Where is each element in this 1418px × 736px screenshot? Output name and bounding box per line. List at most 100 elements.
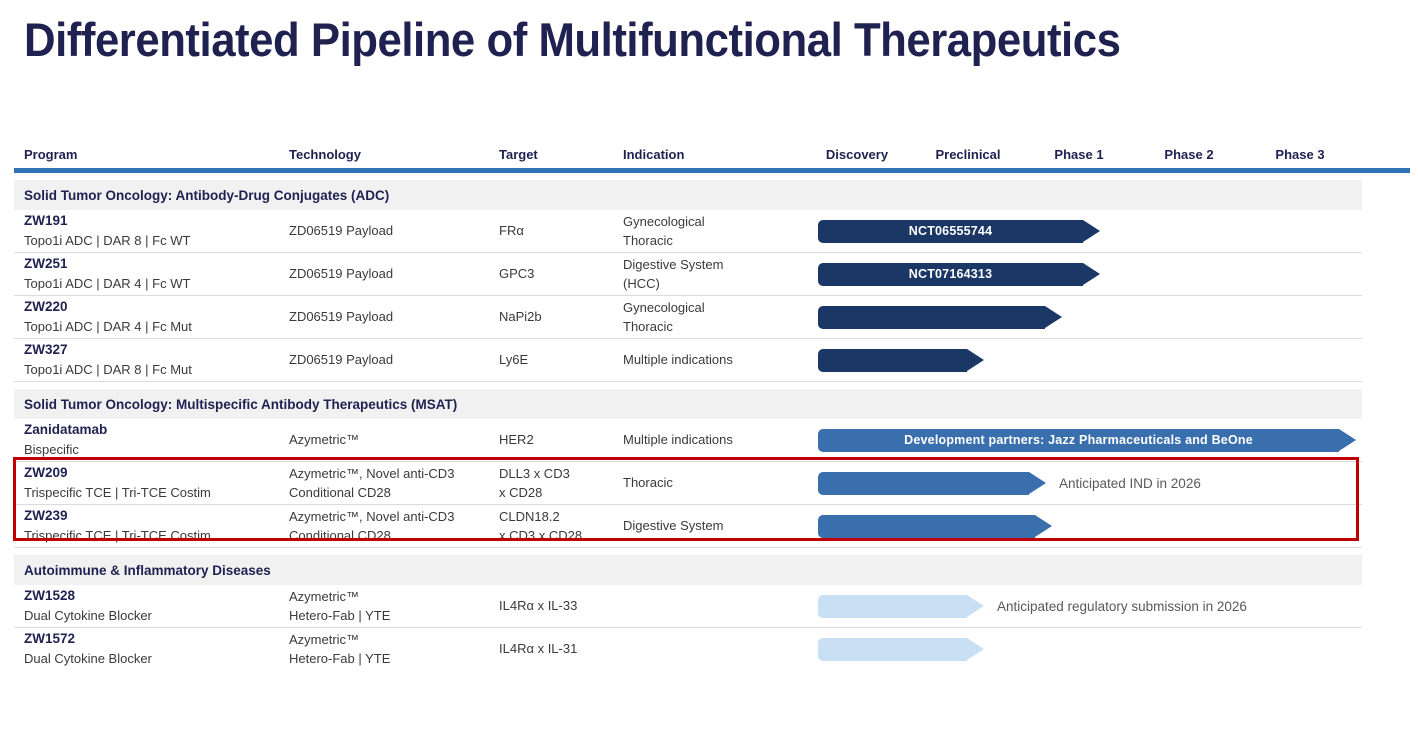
header-rule <box>14 168 1410 173</box>
pipeline-row: ZW1528 Dual Cytokine Blocker Azymetric™ … <box>14 585 1362 628</box>
phase-chart-cell: NCT06555744 <box>818 210 1362 252</box>
page-title: Differentiated Pipeline of Multifunction… <box>24 13 1121 66</box>
pipeline-table-body: Solid Tumor Oncology: Antibody-Drug Conj… <box>14 180 1410 670</box>
program-name: ZW251 <box>24 256 68 272</box>
program-cell: Zanidatamab Bispecific <box>24 419 284 461</box>
phase-header-phase-1: Phase 1 <box>1054 147 1104 162</box>
target-cell: CLDN18.2 x CD3 x CD28 <box>499 508 583 544</box>
program-name: ZW239 <box>24 508 68 524</box>
phase-header-discovery: Discovery <box>825 147 889 162</box>
phase-chart-cell: NCT07164313 <box>818 253 1362 295</box>
technology-cell: Azymetric™ Hetero-Fab | YTE <box>289 631 391 667</box>
table-column-headers: Program Technology Target Indication Dis… <box>14 145 1410 168</box>
program-cell: ZW191 Topo1i ADC | DAR 8 | Fc WT <box>24 210 284 252</box>
indication-cell <box>623 628 808 670</box>
phase-bar: NCT07164313 <box>818 262 1100 286</box>
indication-cell: Multiple indications <box>623 432 733 448</box>
target-cell: FRα <box>499 223 524 239</box>
section-header-label: Solid Tumor Oncology: Antibody-Drug Conj… <box>24 187 390 203</box>
phase-bar <box>818 305 1062 329</box>
program-cell: ZW239 Trispecific TCE | Tri-TCE Costim <box>24 505 284 547</box>
program-subtitle: Topo1i ADC | DAR 4 | Fc Mut <box>24 319 192 335</box>
target-cell: NaPi2b <box>499 309 542 325</box>
section-header: Autoimmune & Inflammatory Diseases <box>14 555 1362 585</box>
program-cell: ZW251 Topo1i ADC | DAR 4 | Fc WT <box>24 253 284 295</box>
program-subtitle: Trispecific TCE | Tri-TCE Costim <box>24 528 211 544</box>
phase-bar <box>818 594 984 618</box>
target-cell: DLL3 x CD3 x CD28 <box>499 465 570 501</box>
technology-cell: ZD06519 Payload <box>289 223 394 239</box>
program-subtitle: Trispecific TCE | Tri-TCE Costim <box>24 485 211 501</box>
program-subtitle: Topo1i ADC | DAR 8 | Fc Mut <box>24 362 192 378</box>
indication-cell: Digestive System <box>623 518 724 534</box>
phase-bar <box>818 637 984 661</box>
phase-chart-cell <box>818 296 1362 338</box>
program-cell: ZW220 Topo1i ADC | DAR 4 | Fc Mut <box>24 296 284 338</box>
program-name: ZW1528 <box>24 588 76 604</box>
phase-chart-cell: Development partners: Jazz Pharmaceutica… <box>818 419 1362 461</box>
program-cell: ZW209 Trispecific TCE | Tri-TCE Costim <box>24 462 284 504</box>
pipeline-row: ZW327 Topo1i ADC | DAR 8 | Fc Mut ZD0651… <box>14 339 1362 382</box>
technology-cell: ZD06519 Payload <box>289 266 394 282</box>
target-cell: HER2 <box>499 432 534 448</box>
program-subtitle: Topo1i ADC | DAR 8 | Fc WT <box>24 233 191 249</box>
target-cell: IL4Rα x IL-31 <box>499 641 578 657</box>
program-subtitle: Bispecific <box>24 442 79 458</box>
pipeline-table: Program Technology Target Indication Dis… <box>14 145 1410 670</box>
bar-annotation: Anticipated regulatory submission in 202… <box>997 598 1247 614</box>
phase-bar-label: Development partners: Jazz Pharmaceutica… <box>904 433 1253 447</box>
indication-cell: Gynecological Thoracic <box>623 213 705 249</box>
program-name: ZW191 <box>24 213 68 229</box>
column-header-program: Program <box>24 147 78 162</box>
program-subtitle: Dual Cytokine Blocker <box>24 608 152 624</box>
indication-cell <box>623 585 808 627</box>
pipeline-row: ZW239 Trispecific TCE | Tri-TCE Costim A… <box>14 505 1362 548</box>
technology-cell: Azymetric™, Novel anti-CD3 Conditional C… <box>289 465 455 501</box>
program-cell: ZW1572 Dual Cytokine Blocker <box>24 628 284 670</box>
program-name: ZW1572 <box>24 631 76 647</box>
section-header: Solid Tumor Oncology: Antibody-Drug Conj… <box>14 180 1362 210</box>
phase-bar-label: NCT06555744 <box>908 224 993 238</box>
phase-bar <box>818 348 984 372</box>
program-name: ZW209 <box>24 465 68 481</box>
program-name: Zanidatamab <box>24 422 108 438</box>
bar-annotation: Anticipated IND in 2026 <box>1059 475 1201 491</box>
pipeline-row: ZW1572 Dual Cytokine Blocker Azymetric™ … <box>14 628 1362 670</box>
indication-cell: Gynecological Thoracic <box>623 299 705 335</box>
phase-header-phase-3: Phase 3 <box>1275 147 1325 162</box>
section-header-label: Solid Tumor Oncology: Multispecific Anti… <box>24 396 458 412</box>
program-subtitle: Topo1i ADC | DAR 4 | Fc WT <box>24 276 191 292</box>
phase-chart-cell <box>818 628 1362 670</box>
phase-header-preclinical: Preclinical <box>935 147 1001 162</box>
program-cell: ZW327 Topo1i ADC | DAR 8 | Fc Mut <box>24 339 284 381</box>
phase-bar: Development partners: Jazz Pharmaceutica… <box>818 428 1356 452</box>
pipeline-row: ZW191 Topo1i ADC | DAR 8 | Fc WT ZD06519… <box>14 210 1362 253</box>
indication-cell: Multiple indications <box>623 352 733 368</box>
indication-cell: Digestive System (HCC) <box>623 256 724 292</box>
phase-bar <box>818 471 1046 495</box>
target-cell: GPC3 <box>499 266 535 282</box>
indication-cell: Thoracic <box>623 475 673 491</box>
column-header-technology: Technology <box>289 147 361 162</box>
program-name: ZW220 <box>24 299 68 315</box>
section-header: Solid Tumor Oncology: Multispecific Anti… <box>14 389 1362 419</box>
phase-chart-cell: Anticipated regulatory submission in 202… <box>818 585 1362 627</box>
phase-bar: NCT06555744 <box>818 219 1100 243</box>
technology-cell: ZD06519 Payload <box>289 352 394 368</box>
column-header-target: Target <box>499 147 538 162</box>
pipeline-row: Zanidatamab Bispecific Azymetric™ HER2 M… <box>14 419 1362 462</box>
phase-bar <box>818 514 1052 538</box>
program-cell: ZW1528 Dual Cytokine Blocker <box>24 585 284 627</box>
pipeline-row: ZW220 Topo1i ADC | DAR 4 | Fc Mut ZD0651… <box>14 296 1362 339</box>
phase-chart-cell: Anticipated IND in 2026 <box>818 462 1362 504</box>
technology-cell: ZD06519 Payload <box>289 309 394 325</box>
target-cell: Ly6E <box>499 352 529 368</box>
pipeline-row: ZW209 Trispecific TCE | Tri-TCE Costim A… <box>14 462 1362 505</box>
program-subtitle: Dual Cytokine Blocker <box>24 651 152 667</box>
technology-cell: Azymetric™ Hetero-Fab | YTE <box>289 588 391 624</box>
pipeline-row: ZW251 Topo1i ADC | DAR 4 | Fc WT ZD06519… <box>14 253 1362 296</box>
technology-cell: Azymetric™ <box>289 432 360 448</box>
phase-header-phase-2: Phase 2 <box>1164 147 1214 162</box>
target-cell: IL4Rα x IL-33 <box>499 598 578 614</box>
